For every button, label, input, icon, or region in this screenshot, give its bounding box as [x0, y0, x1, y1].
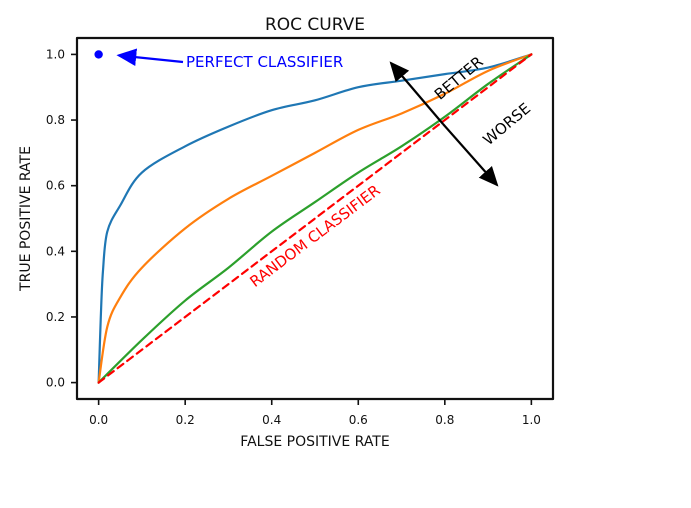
y-tick-label: 0.4 — [46, 244, 65, 258]
better-arrow — [389, 61, 444, 125]
annotation-layer: PERFECT CLASSIFIER RANDOM CLASSIFIER BET… — [116, 48, 535, 291]
series-line-3 — [97, 53, 533, 384]
x-tick-label: 0.4 — [262, 413, 281, 427]
perfect-classifier-arrow — [116, 48, 184, 66]
chart-title: ROC CURVE — [265, 15, 365, 35]
x-axis-ticks: 0.0 0.2 0.4 0.6 0.8 1.0 — [89, 399, 541, 427]
y-tick-label: 1.0 — [46, 47, 65, 61]
series-line-2 — [97, 53, 533, 384]
series-line-1 — [97, 53, 533, 384]
y-axis-ticks: 0.0 0.2 0.4 0.6 0.8 1.0 — [46, 47, 77, 390]
perfect-classifier-label: PERFECT CLASSIFIER — [186, 53, 343, 71]
x-tick-label: 1.0 — [522, 413, 541, 427]
y-tick-label: 0.8 — [46, 113, 65, 127]
series-layer — [97, 53, 533, 384]
x-tick-label: 0.2 — [176, 413, 195, 427]
y-tick-label: 0.2 — [46, 310, 65, 324]
y-tick-label: 0.0 — [46, 376, 65, 390]
worse-label: WORSE — [480, 99, 535, 149]
x-axis-label: FALSE POSITIVE RATE — [240, 434, 389, 450]
x-tick-label: 0.0 — [89, 413, 108, 427]
perfect-classifier-point — [94, 50, 103, 59]
y-tick-label: 0.6 — [46, 179, 65, 193]
worse-arrow — [442, 123, 499, 187]
points-layer — [94, 50, 103, 59]
y-axis-label: TRUE POSITIVE RATE — [18, 146, 34, 292]
better-label: BETTER — [431, 53, 487, 104]
plot-frame — [75, 36, 555, 401]
x-tick-label: 0.6 — [349, 413, 368, 427]
series-line-4 — [97, 53, 533, 384]
x-tick-label: 0.8 — [435, 413, 454, 427]
plot-border — [75, 36, 555, 401]
